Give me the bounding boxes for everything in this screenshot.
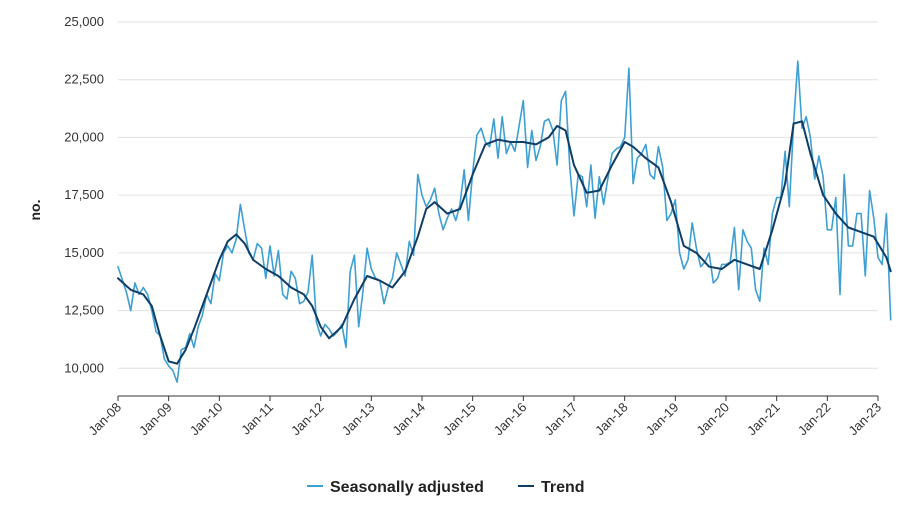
y-tick-label: 20,000: [64, 129, 104, 144]
legend-item-seasonally-adjusted[interactable]: Seasonally adjusted: [307, 479, 484, 496]
x-tick-label: Jan-16: [491, 400, 530, 439]
x-tick-label: Jan-13: [339, 400, 378, 439]
y-tick-label: 17,500: [64, 187, 104, 202]
y-tick-label: 10,000: [64, 360, 104, 375]
x-axis: Jan-08 Jan-09 Jan-10 Jan-11 Jan-12 Jan-13 Jan-…: [85, 395, 884, 439]
series-line-trend: [117, 120, 892, 365]
x-tick-label: Jan-12: [288, 400, 327, 439]
x-tick-label: Jan-18: [592, 400, 631, 439]
legend: Seasonally adjusted Trend: [307, 479, 585, 496]
legend-label-seasonally-adjusted: Seasonally adjusted: [330, 479, 484, 496]
x-tick-label: Jan-15: [440, 400, 479, 439]
x-tick-label: Jan-23: [845, 400, 884, 439]
x-tick-label: Jan-17: [541, 400, 580, 439]
y-axis: 10,000 12,500 15,000 17,500 20,000 22,500 25,0…: [64, 14, 104, 375]
y-tick-label: 12,500: [64, 303, 104, 318]
legend-item-trend[interactable]: Trend: [518, 479, 585, 496]
x-tick-label: Jan-14: [389, 400, 428, 439]
x-tick-label: Jan-10: [187, 400, 226, 439]
x-tick-label: Jan-11: [238, 400, 276, 438]
y-axis-title: no.: [27, 200, 43, 221]
y-tick-label: 22,500: [64, 72, 104, 87]
x-tick-label: Jan-19: [643, 400, 682, 439]
x-tick-label: Jan-20: [693, 400, 732, 439]
y-tick-label: 25,000: [64, 14, 104, 29]
y-tick-label: 15,000: [64, 245, 104, 260]
x-tick-label: Jan-22: [795, 400, 834, 439]
gridlines: [118, 21, 878, 369]
x-tick-label: Jan-08: [85, 400, 124, 439]
x-tick-label: Jan-21: [744, 400, 783, 439]
legend-label-trend: Trend: [541, 479, 585, 496]
x-tick-label: Jan-09: [136, 400, 175, 439]
series-lines: [117, 60, 892, 383]
